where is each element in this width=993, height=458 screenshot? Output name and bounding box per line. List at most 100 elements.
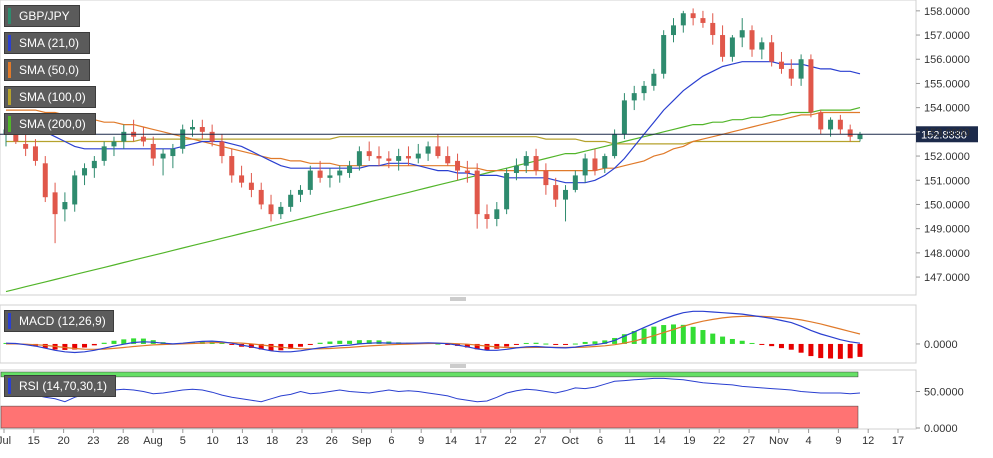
rsi-oversold-zone <box>0 405 859 429</box>
candle-body <box>268 204 274 215</box>
sma50-tag[interactable]: SMA (50,0) <box>4 59 90 81</box>
candle-body <box>484 214 490 219</box>
macd-histogram-bar <box>219 342 225 344</box>
macd-histogram-bar <box>857 343 863 357</box>
candle-body <box>769 42 775 62</box>
candle-body <box>317 170 323 178</box>
candle-body <box>592 158 598 171</box>
macd-histogram-bar <box>572 343 578 345</box>
macd-histogram-bar <box>356 340 362 344</box>
candle-body <box>278 206 284 215</box>
candle <box>494 202 500 227</box>
macd-histogram-bar <box>739 340 745 344</box>
candle-body <box>140 136 146 142</box>
price-tick-label: 152.0000 <box>924 151 970 163</box>
candle-body <box>150 143 156 159</box>
candle <box>52 182 58 244</box>
candle <box>219 134 225 164</box>
candle <box>32 139 38 166</box>
macd-histogram-bar <box>297 343 303 347</box>
candle <box>680 10 686 33</box>
panel-resize-handle[interactable] <box>450 364 466 368</box>
candle <box>837 114 843 135</box>
macd-tick-label: 0.0000 <box>924 339 958 351</box>
candle <box>229 148 235 183</box>
candle-body <box>720 35 726 57</box>
candle-body <box>356 151 362 166</box>
price-tick-label: 147.0000 <box>924 272 970 284</box>
candle-body <box>190 127 196 130</box>
candle <box>563 185 569 222</box>
macd-panel-frame <box>0 304 917 364</box>
rsi-line <box>5 377 861 403</box>
panel-resize-handle[interactable] <box>450 297 466 301</box>
price-panel-frame <box>0 0 917 296</box>
candle <box>464 160 470 183</box>
candle-body <box>366 151 372 157</box>
candle <box>347 160 353 178</box>
candle <box>582 153 588 183</box>
candle-body <box>533 156 539 171</box>
macd-histogram-bar <box>563 343 569 345</box>
macd-histogram-bar <box>602 340 608 344</box>
candle <box>847 124 853 142</box>
sma100-tag[interactable]: SMA (100,0) <box>4 86 96 108</box>
candle-body <box>818 112 824 130</box>
rsi-overbought-zone <box>0 371 859 378</box>
candle-body <box>523 156 529 166</box>
candle <box>778 51 784 74</box>
candle-body <box>612 134 618 157</box>
candle <box>720 25 726 62</box>
candle-body <box>327 175 333 178</box>
x-tick-label: 22 <box>504 435 516 447</box>
candle <box>111 136 117 157</box>
macd-histogram-bar <box>445 343 451 345</box>
candle <box>818 110 824 135</box>
candle <box>425 141 431 161</box>
x-tick-label: 17 <box>475 435 487 447</box>
macd-histogram-bar <box>268 343 274 351</box>
sma21-tag[interactable]: SMA (21,0) <box>4 32 90 54</box>
candle <box>828 117 834 137</box>
candle <box>405 146 411 166</box>
candle <box>23 134 29 157</box>
macd-histogram-bar <box>533 342 539 344</box>
macd-histogram-bar <box>818 343 824 359</box>
price-tick-label: 154.0000 <box>924 103 970 115</box>
candle-body <box>258 189 264 205</box>
macd-histogram-bar <box>366 340 372 344</box>
candle <box>101 141 107 166</box>
price-tick-label: 153.0000 <box>924 127 970 139</box>
x-tick-label: 9 <box>835 435 841 447</box>
candle <box>533 148 539 176</box>
x-tick-label: 22 <box>713 435 725 447</box>
macd-histogram-bar <box>592 341 598 344</box>
rsi-tag[interactable]: RSI (14,70,30,1) <box>4 375 116 397</box>
macd-histogram-bar <box>828 343 834 359</box>
macd-histogram-bar <box>582 341 588 344</box>
candle-body <box>160 153 166 159</box>
candle-body <box>641 85 647 94</box>
candle <box>641 81 647 101</box>
candle-body <box>455 160 461 171</box>
candle <box>798 54 804 86</box>
candle-body <box>239 175 245 183</box>
candle <box>651 68 657 91</box>
candle-body <box>847 129 853 137</box>
candle-body <box>425 146 431 154</box>
macd-histogram-bar <box>621 334 627 344</box>
candle-body <box>72 175 78 205</box>
candle-body <box>778 61 784 69</box>
price-tick-label: 156.0000 <box>924 54 970 66</box>
symbol-tag[interactable]: GBP/JPY <box>4 5 80 27</box>
macd-tag[interactable]: MACD (12,26,9) <box>4 310 114 332</box>
x-tick-label: 26 <box>326 435 338 447</box>
x-tick-label: 20 <box>57 435 69 447</box>
price-tick-label: 150.0000 <box>924 199 970 211</box>
rsi-tick-label: 50.0000 <box>924 387 964 399</box>
candle-body <box>494 209 500 219</box>
sma200-tag[interactable]: SMA (200,0) <box>4 113 96 135</box>
macd-histogram-bar <box>317 342 323 344</box>
current-price-box <box>916 126 978 143</box>
candle-body <box>582 158 588 176</box>
